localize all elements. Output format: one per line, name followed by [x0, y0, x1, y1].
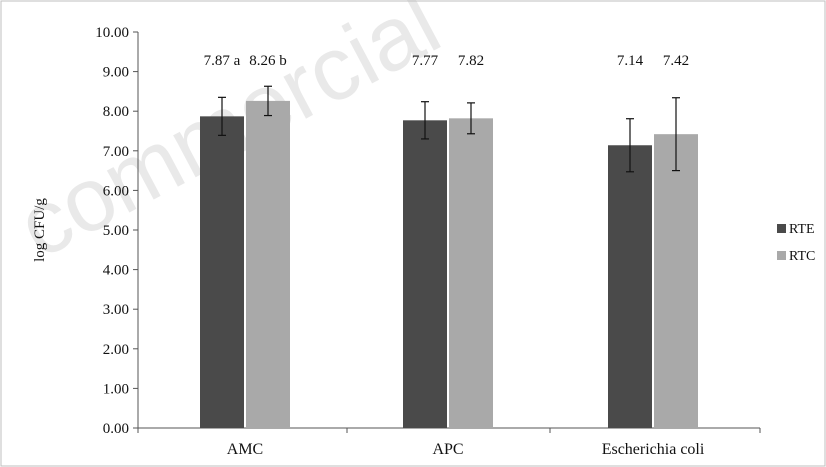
bar-rtc	[246, 100, 290, 429]
y-tick-label: 10.00	[95, 25, 129, 41]
bar-rtc	[654, 134, 698, 428]
legend-swatch-rtc	[777, 251, 786, 260]
y-tick-label: 0.00	[103, 421, 129, 437]
x-tick-label: Escherichia coli	[602, 441, 705, 458]
x-tick-label: APC	[432, 441, 463, 458]
y-tick-label: 6.00	[103, 183, 129, 199]
bar-rte	[403, 120, 447, 429]
plot-area: 0.00 1.00 2.00 3.00 4.00 5.00 6.00 7.00 8.00 9.00…	[95, 25, 761, 458]
y-tick-label: 1.00	[103, 381, 129, 397]
bar-rte	[200, 116, 244, 429]
data-label: 7.77	[412, 53, 439, 69]
data-label: 7.87 a	[204, 53, 241, 69]
legend-label-rtc: RTC	[789, 249, 815, 264]
bar-rtc	[449, 118, 493, 428]
data-label: 7.42	[663, 53, 689, 69]
legend-label-rte: RTE	[789, 222, 815, 237]
data-label: 8.26 b	[249, 53, 287, 69]
y-tick-label: 9.00	[103, 65, 129, 81]
y-tick-label: 8.00	[103, 104, 129, 120]
y-tick-label: 4.00	[103, 263, 129, 279]
y-axis-label: log CFU/g	[32, 198, 48, 262]
y-tick-label: 7.00	[103, 144, 129, 160]
legend: RTE RTC	[777, 222, 815, 264]
y-tick-label: 5.00	[103, 223, 129, 239]
data-label: 7.14	[617, 53, 644, 69]
data-label: 7.82	[458, 53, 484, 69]
y-tick-label: 2.00	[103, 342, 129, 358]
bar-rte	[608, 145, 652, 429]
y-tick-label: 3.00	[103, 302, 129, 318]
legend-swatch-rte	[777, 224, 786, 233]
x-tick-label: AMC	[227, 441, 263, 458]
